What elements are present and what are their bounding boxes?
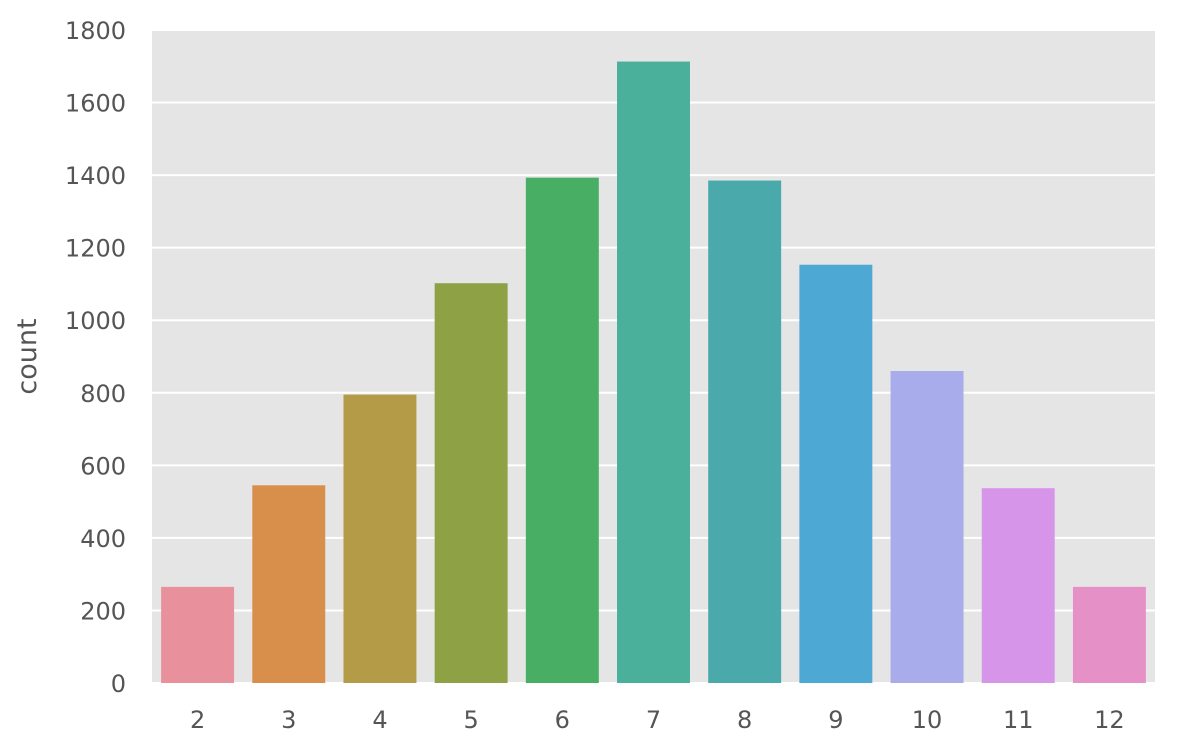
x-axis-ticks: 2 3 4 5 6 7 8 9 10 11 12 bbox=[190, 706, 1125, 734]
x-tick-label: 9 bbox=[828, 706, 843, 734]
y-tick-label: 1800 bbox=[65, 17, 126, 45]
y-tick-label: 1000 bbox=[65, 307, 126, 335]
bar-10 bbox=[890, 371, 964, 683]
x-tick-label: 4 bbox=[372, 706, 387, 734]
x-tick-label: 11 bbox=[1003, 706, 1034, 734]
bars bbox=[161, 61, 1146, 684]
bar-3 bbox=[252, 485, 326, 683]
y-tick-label: 600 bbox=[80, 452, 126, 480]
x-tick-label: 6 bbox=[555, 706, 570, 734]
bar-4 bbox=[343, 394, 417, 683]
y-tick-label: 1600 bbox=[65, 90, 126, 118]
y-tick-label: 800 bbox=[80, 380, 126, 408]
y-tick-label: 200 bbox=[80, 597, 126, 625]
y-tick-label: 0 bbox=[111, 670, 126, 698]
bar-8 bbox=[708, 180, 782, 683]
x-tick-label: 7 bbox=[646, 706, 661, 734]
bar-7 bbox=[617, 61, 690, 684]
y-tick-label: 1200 bbox=[65, 235, 126, 263]
bar-12 bbox=[1072, 586, 1146, 683]
bar-6 bbox=[525, 177, 599, 683]
bar-11 bbox=[981, 488, 1055, 683]
y-axis-title: count bbox=[12, 318, 43, 394]
x-tick-label: 12 bbox=[1094, 706, 1125, 734]
x-tick-label: 5 bbox=[463, 706, 478, 734]
y-axis-ticks: 0 200 400 600 800 1000 1200 1400 1600 1800 bbox=[65, 17, 126, 698]
bar-2 bbox=[161, 586, 235, 683]
x-tick-label: 2 bbox=[190, 706, 205, 734]
x-tick-label: 10 bbox=[912, 706, 943, 734]
x-tick-label: 3 bbox=[281, 706, 296, 734]
y-tick-label: 400 bbox=[80, 525, 126, 553]
y-tick-label: 1400 bbox=[65, 162, 126, 190]
bar-5 bbox=[434, 283, 508, 683]
bar-9 bbox=[799, 264, 873, 683]
x-tick-label: 8 bbox=[737, 706, 752, 734]
